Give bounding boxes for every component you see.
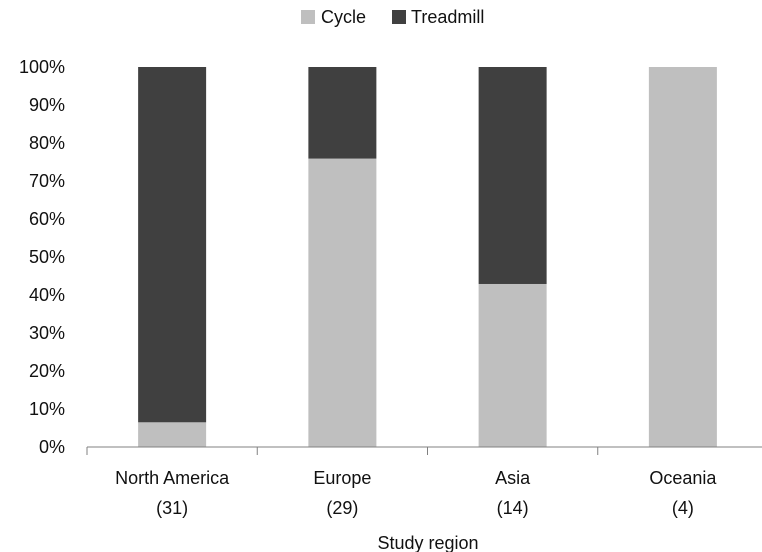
legend-label-cycle: Cycle — [321, 7, 366, 27]
x-axis-ticks — [86, 447, 599, 455]
bar-cycle-europe — [308, 158, 377, 447]
y-tick-label: 30% — [29, 323, 65, 343]
legend-swatch-treadmill — [392, 10, 406, 24]
x-category-count: (14) — [497, 498, 529, 518]
x-category-count: (4) — [672, 498, 694, 518]
x-category-label: North America — [115, 468, 230, 488]
bar-cycle-asia — [478, 283, 547, 447]
y-tick-label: 50% — [29, 247, 65, 267]
bars — [138, 67, 717, 447]
y-tick-label: 40% — [29, 285, 65, 305]
y-tick-label: 60% — [29, 209, 65, 229]
legend-swatch-cycle — [301, 10, 315, 24]
bar-cycle-north-america — [138, 422, 207, 447]
x-axis-title: Study region — [377, 533, 478, 552]
x-category-count: (29) — [326, 498, 358, 518]
y-tick-label: 100% — [19, 57, 65, 77]
x-category-label: Oceania — [649, 468, 717, 488]
x-category-label: Asia — [495, 468, 531, 488]
x-axis-category-labels: North America (31) Europe (29) Asia (14) Ocean… — [115, 468, 717, 518]
legend-label-treadmill: Treadmill — [411, 7, 484, 27]
bar-treadmill-europe — [308, 67, 377, 159]
y-tick-label: 10% — [29, 399, 65, 419]
bar-treadmill-asia — [478, 67, 547, 284]
y-tick-label: 70% — [29, 171, 65, 191]
y-tick-label: 90% — [29, 95, 65, 115]
x-category-count: (31) — [156, 498, 188, 518]
bar-cycle-oceania — [648, 67, 717, 447]
y-tick-label: 0% — [39, 437, 65, 457]
x-category-label: Europe — [313, 468, 371, 488]
y-axis-ticks: 0% 10% 20% 30% 40% 50% 60% 70% 80% 90% 100% — [19, 57, 65, 457]
y-tick-label: 20% — [29, 361, 65, 381]
y-tick-label: 80% — [29, 133, 65, 153]
legend: Cycle Treadmill — [301, 7, 484, 27]
bar-treadmill-north-america — [138, 67, 207, 423]
